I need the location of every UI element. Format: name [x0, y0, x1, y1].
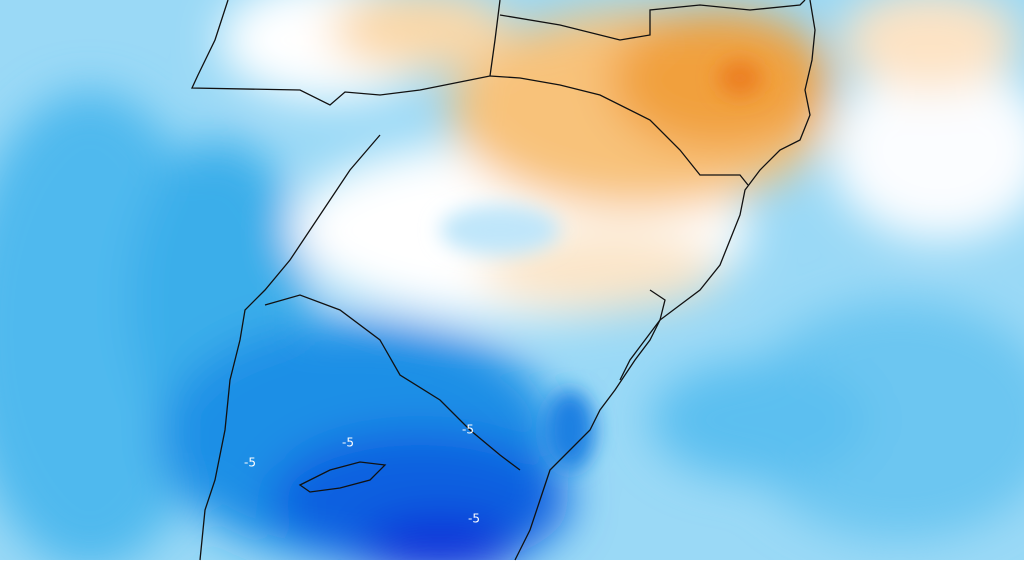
borders: [190, 0, 816, 561]
contour-label: -5: [342, 436, 354, 450]
contour-label: -5: [462, 423, 474, 437]
contour-labels: -5 -5 -5 -5: [244, 423, 480, 526]
contour-label: -5: [468, 512, 480, 526]
contour-label: -5: [244, 456, 256, 470]
